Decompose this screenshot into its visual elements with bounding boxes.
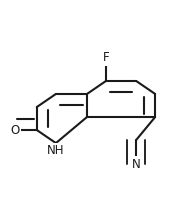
Text: NH: NH (47, 144, 65, 157)
Text: N: N (132, 158, 140, 171)
Text: O: O (10, 124, 19, 136)
Text: F: F (103, 51, 109, 64)
